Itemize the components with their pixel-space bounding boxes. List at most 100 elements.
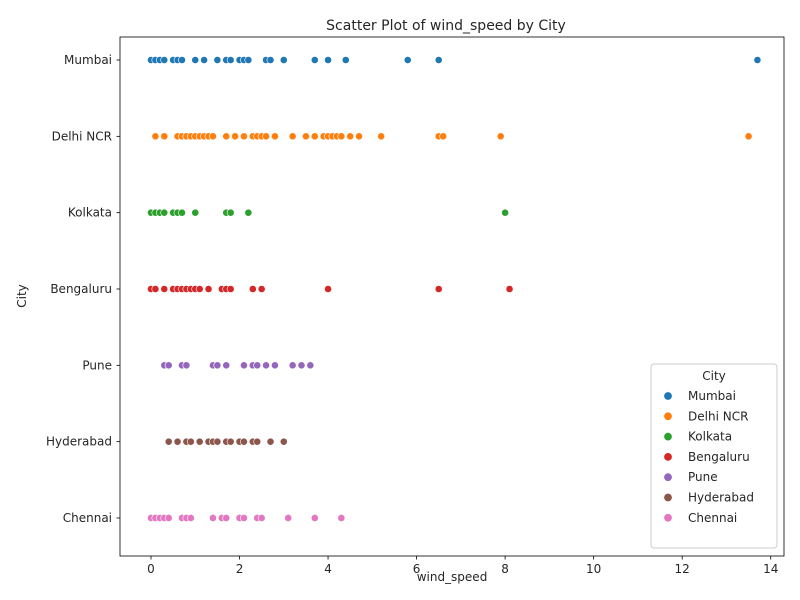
data-point xyxy=(434,285,443,293)
legend-items: Mumbai Delhi NCR Kolkata Bengaluru Pune Hyder… xyxy=(663,389,754,525)
legend-marker xyxy=(663,452,673,462)
data-point xyxy=(341,56,350,64)
x-tick-label: 14 xyxy=(763,562,778,576)
y-tick-label: Kolkata xyxy=(68,206,112,220)
data-point xyxy=(191,208,200,217)
data-point xyxy=(240,132,248,141)
data-point xyxy=(160,56,169,64)
data-point xyxy=(213,437,222,446)
data-point xyxy=(248,285,257,293)
data-point xyxy=(505,285,514,293)
x-tick-label: 2 xyxy=(236,562,244,576)
x-tick-label: 12 xyxy=(675,562,690,576)
legend-marker xyxy=(663,513,673,523)
data-point xyxy=(240,437,248,446)
data-point xyxy=(222,132,231,141)
legend: City Mumbai Delhi NCR Kolkata Bengaluru Pune… xyxy=(650,363,778,549)
y-tick-label: Hyderabad xyxy=(46,435,112,449)
legend-label: Bengaluru xyxy=(688,450,750,464)
data-point xyxy=(337,132,346,141)
data-point xyxy=(257,285,266,293)
data-point xyxy=(222,361,231,370)
data-point xyxy=(403,56,412,64)
y-axis: Mumbai Delhi NCR Kolkata Bengaluru Pune Hyder… xyxy=(46,53,120,525)
plot-area-frame xyxy=(119,36,785,557)
data-point xyxy=(204,285,213,293)
data-point xyxy=(231,132,239,141)
data-point xyxy=(271,132,279,141)
legend-label: Delhi NCR xyxy=(688,409,748,423)
data-point xyxy=(434,56,443,64)
data-point xyxy=(501,208,510,217)
data-point xyxy=(182,361,191,370)
data-point xyxy=(164,514,173,522)
legend-marker xyxy=(663,432,673,442)
legend-label: Hyderabad xyxy=(688,491,754,505)
data-point xyxy=(186,437,195,446)
y-tick-label: Mumbai xyxy=(64,53,112,67)
data-point xyxy=(262,361,270,370)
data-point xyxy=(160,208,169,217)
data-point xyxy=(186,514,195,522)
data-point xyxy=(226,437,235,446)
data-point xyxy=(244,208,253,217)
data-point xyxy=(151,132,160,141)
data-point xyxy=(173,437,182,446)
data-point xyxy=(284,514,293,522)
data-point xyxy=(209,132,217,141)
data-point xyxy=(209,514,217,522)
data-point xyxy=(226,285,235,293)
data-point xyxy=(195,437,204,446)
data-point xyxy=(439,132,448,141)
data-point xyxy=(222,514,231,522)
points-layer xyxy=(147,56,762,522)
data-point xyxy=(240,514,248,522)
data-point xyxy=(200,56,209,64)
x-axis: 0 2 4 6 8 10 12 14 xyxy=(147,556,778,576)
data-point xyxy=(753,56,762,64)
data-point xyxy=(297,361,306,370)
data-point xyxy=(279,56,288,64)
x-tick-label: 4 xyxy=(324,562,332,576)
data-point xyxy=(151,285,160,293)
legend-marker xyxy=(663,411,673,421)
y-tick-label: Bengaluru xyxy=(50,282,112,296)
data-point xyxy=(306,361,315,370)
legend-label: Mumbai xyxy=(688,389,736,403)
data-point xyxy=(213,361,222,370)
y-tick-label: Chennai xyxy=(63,511,112,525)
legend-title: City xyxy=(702,369,726,383)
data-point xyxy=(377,132,386,141)
data-point xyxy=(744,132,753,141)
data-point xyxy=(191,56,200,64)
data-point xyxy=(178,56,186,64)
data-point xyxy=(178,208,186,217)
data-point xyxy=(257,514,266,522)
data-point xyxy=(337,514,346,522)
data-point xyxy=(310,514,319,522)
data-point xyxy=(262,132,270,141)
legend-marker xyxy=(663,492,673,502)
data-point xyxy=(253,361,262,370)
data-point xyxy=(160,285,169,293)
data-point xyxy=(271,361,279,370)
data-point xyxy=(288,132,297,141)
x-tick-label: 6 xyxy=(413,562,421,576)
legend-marker xyxy=(663,472,673,482)
chart-title: Scatter Plot of wind_speed by City xyxy=(326,18,566,34)
data-point xyxy=(244,56,253,64)
data-point xyxy=(213,56,222,64)
data-point xyxy=(164,437,173,446)
data-point xyxy=(288,361,297,370)
data-point xyxy=(266,437,275,446)
data-point xyxy=(253,437,262,446)
data-point xyxy=(324,56,332,64)
data-point xyxy=(302,132,310,141)
y-tick-label: Pune xyxy=(82,358,112,372)
legend-label: Pune xyxy=(688,470,718,484)
data-point xyxy=(310,132,319,141)
data-point xyxy=(355,132,363,141)
legend-frame xyxy=(650,363,778,549)
x-tick-label: 10 xyxy=(586,562,601,576)
